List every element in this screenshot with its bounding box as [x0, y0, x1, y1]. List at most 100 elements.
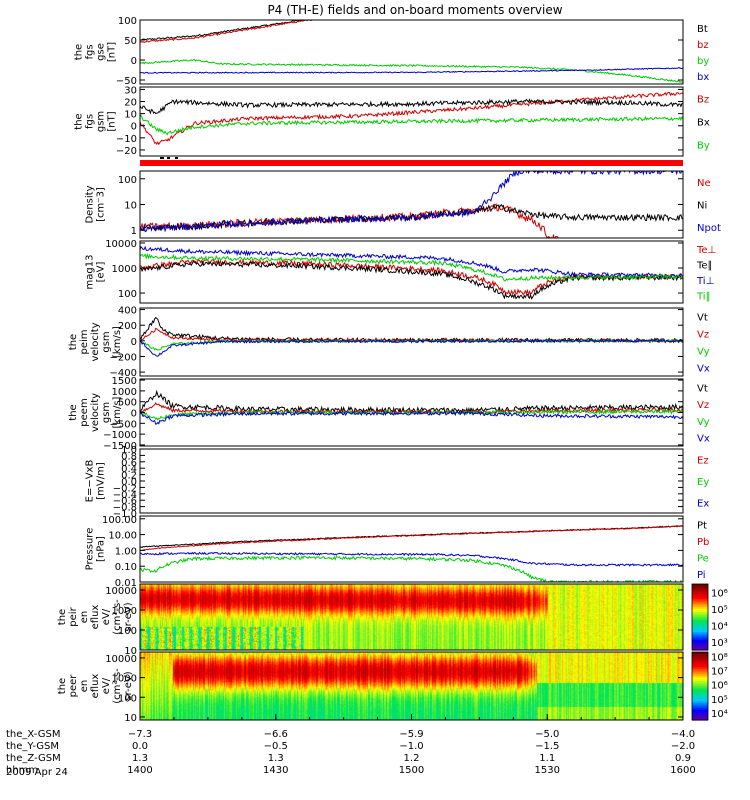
colorbar-swatch: [692, 675, 708, 679]
panel-frame: [139, 307, 684, 377]
series-temperature-Te∥: [140, 260, 683, 300]
y-tick-label: 1.0: [121, 445, 137, 456]
panel-pressure: Pt Pb Pe Pi 0.01 0.10 1.00 10.00 100.00 Pressure[…: [85, 515, 710, 589]
y-axis-label: mag13: [85, 255, 96, 290]
y-axis-label: Pressure: [85, 528, 96, 571]
series-fgs_gsm-Bz: [140, 91, 683, 146]
colorbar-swatch: [692, 608, 708, 611]
series-pressure-Pe: [140, 555, 683, 582]
y-tick-label: 0.0: [121, 477, 137, 488]
colorbar-label: 10⁶: [711, 588, 728, 599]
x-tick-label: −1.5: [535, 741, 559, 752]
y-axis-label: the: [57, 678, 68, 694]
colorbar-swatch: [692, 613, 708, 616]
series-peim_velocity-Vx: [140, 338, 683, 357]
y-tick-label: 1000: [112, 674, 137, 685]
colorbar-swatch: [692, 680, 708, 684]
y-tick-label: 0.10: [115, 562, 137, 573]
y-tick-label: 0.8: [121, 451, 137, 462]
y-tick-label: 500: [118, 398, 137, 409]
legend-entry: Bz: [697, 95, 709, 106]
colorbar-swatch: [692, 633, 708, 636]
colorbar-swatch: [692, 646, 708, 649]
y-tick-label: 100: [118, 289, 137, 300]
colorbar-swatch: [692, 597, 708, 600]
x-tick-label: −7.3: [128, 729, 152, 740]
series-temperature-Ti∥: [140, 252, 683, 282]
y-tick-label: −10: [116, 134, 137, 145]
colorbar-swatch: [692, 655, 708, 658]
y-axis-label: sr-eV): [123, 602, 134, 631]
y-axis-label: [km/s]: [112, 326, 123, 358]
y-tick-label: 1000: [112, 606, 137, 617]
colorbar-swatch: [692, 617, 708, 620]
legend-entry: Bx: [697, 118, 710, 129]
series-pressure-Pb: [140, 525, 683, 552]
y-tick-label: 1000: [112, 264, 137, 275]
y-axis-label: Density: [85, 185, 96, 223]
x-tick-label: 1.1: [539, 753, 555, 764]
y-tick-label: 0: [131, 409, 137, 420]
legend-entry: By: [697, 141, 710, 152]
colorbar-swatch: [692, 641, 708, 644]
y-tick-label: 1.00: [115, 546, 137, 557]
colorbar-swatch: [692, 638, 708, 641]
panel-density: Ne Ni Npot 1 10 100 Density [cm⁻3]: [85, 170, 721, 239]
colorbar-swatch: [692, 670, 708, 673]
colorbar-frame: [691, 651, 709, 721]
colorbar-swatch: [692, 625, 708, 628]
colorbar-swatch: [692, 584, 708, 587]
colorbar-swatch: [692, 631, 708, 635]
x-tick-label: −2.0: [671, 741, 695, 752]
colorbar-swatch: [692, 635, 708, 638]
colorbar-swatch: [692, 660, 708, 663]
y-tick-label: 10.00: [108, 531, 137, 542]
colorbar-swatch: [692, 714, 708, 718]
colorbar-swatch: [692, 623, 708, 626]
colorbar-swatch: [692, 640, 708, 643]
legend-entry: Vx: [697, 434, 710, 445]
series-fgs_gse-Bt: [140, 20, 311, 41]
series-peim_velocity-Vt: [140, 317, 683, 344]
colorbar-frame: [691, 583, 709, 651]
legend-entry: Te∥: [696, 260, 713, 271]
y-axis-label: the: [74, 113, 85, 129]
colorbar-swatch: [692, 648, 708, 651]
y-axis-label: [nT]: [107, 42, 118, 62]
colorbar-swatch: [692, 607, 708, 610]
colorbar-swatch: [692, 718, 708, 721]
colorbar-swatch: [692, 587, 708, 590]
y-axis-label: the: [68, 334, 79, 350]
series-peim_velocity-Vz: [140, 327, 683, 343]
colorbar-swatch: [692, 682, 708, 685]
mode-bar: [140, 157, 683, 166]
legend-entry: Te⊥: [696, 245, 716, 256]
y-axis-label: gsm: [96, 111, 107, 132]
legend-entry: Vz: [697, 400, 709, 411]
colorbar-swatch: [692, 686, 708, 689]
colorbar-label: 10⁶: [711, 681, 728, 692]
y-tick-label: −500: [110, 419, 137, 430]
colorbar-label: 10⁵: [711, 695, 728, 706]
y-tick-label: 10: [124, 201, 137, 212]
legend-entry: Ni: [697, 201, 707, 212]
series-pressure-Pi: [140, 551, 683, 567]
y-tick-label: −0.4: [113, 490, 137, 501]
colorbar-swatch: [692, 598, 708, 602]
series-peem_velocity-Vx: [140, 410, 683, 425]
y-tick-label: −1.0: [113, 509, 137, 520]
panel-peir_en_eflux: 10⁶ 10⁵ 10⁴ 10³ 10 100 1000 10000 the peir en eflux…: [57, 583, 728, 657]
x-tick-label: 1430: [263, 765, 288, 776]
y-tick-label: 100: [118, 175, 137, 186]
legend-entry: bx: [697, 72, 709, 83]
legend-entry: Ex: [697, 498, 709, 509]
y-axis-label: gsm: [101, 331, 112, 352]
y-axis-label: peim: [79, 329, 90, 354]
y-tick-label: 200: [118, 321, 137, 332]
x-row-label: the_X-GSM: [6, 729, 60, 740]
y-tick-label: −0.6: [113, 496, 137, 507]
x-tick-label: 1400: [127, 765, 152, 776]
y-tick-label: 10: [124, 646, 137, 657]
x-tick-label: −4.0: [671, 729, 695, 740]
colorbar-swatch: [692, 592, 708, 595]
